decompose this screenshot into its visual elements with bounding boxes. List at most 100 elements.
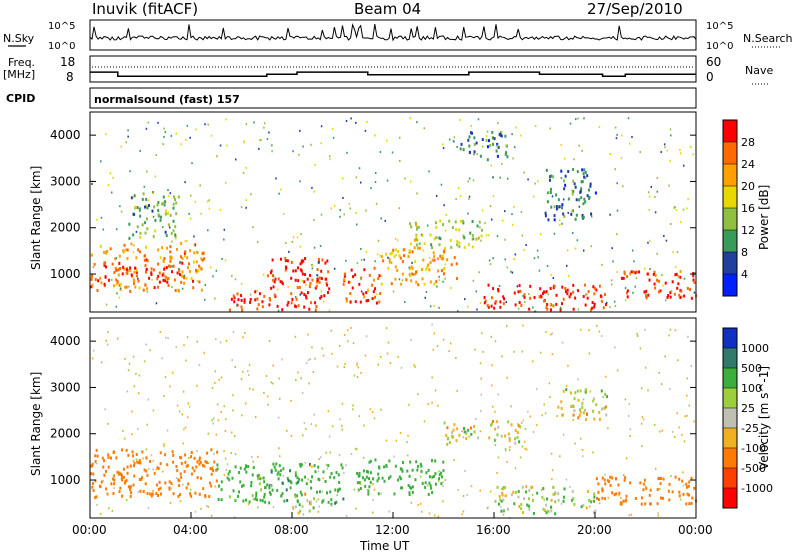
heatmap-cell [305, 362, 308, 365]
heatmap-cell [632, 291, 634, 294]
heatmap-cell [397, 478, 400, 482]
heatmap-cell [96, 288, 99, 292]
heatmap-cell [164, 200, 167, 204]
heatmap-cell [94, 454, 97, 458]
heatmap-cell [146, 423, 149, 426]
heatmap-cell [184, 181, 186, 184]
heatmap-cell [617, 483, 620, 487]
heatmap-cell [252, 498, 255, 501]
heatmap-cell [317, 498, 320, 501]
heatmap-cell [516, 435, 519, 439]
heatmap-cell [200, 476, 203, 480]
heatmap-cell [411, 267, 414, 271]
heatmap-cell [520, 502, 523, 506]
heatmap-cell [523, 248, 525, 251]
heatmap-cell [207, 432, 210, 435]
heatmap-cell [195, 465, 198, 469]
heatmap-cell [245, 166, 247, 169]
heatmap-cell [502, 513, 505, 516]
heatmap-cell [593, 302, 596, 306]
heatmap-cell [143, 185, 146, 188]
heatmap-cell [401, 279, 404, 282]
heatmap-cell [126, 256, 129, 260]
heatmap-cell [672, 251, 674, 254]
heatmap-cell [480, 393, 483, 396]
heatmap-cell [472, 279, 475, 282]
heatmap-cell [365, 250, 368, 253]
nave-tick-bottom: 0 [706, 70, 714, 84]
colorbar-swatch [723, 208, 737, 230]
heatmap-cell [240, 282, 243, 285]
heatmap-cell [325, 463, 328, 466]
heatmap-cell [623, 272, 626, 276]
heatmap-cell [562, 198, 565, 201]
heatmap-cell [479, 302, 482, 305]
heatmap-cell [368, 485, 371, 489]
heatmap-cell [444, 246, 447, 250]
heatmap-cell [96, 218, 98, 221]
heatmap-cell [129, 487, 132, 491]
heatmap-cell [490, 296, 493, 300]
heatmap-cell [415, 235, 418, 238]
heatmap-cell [183, 344, 185, 347]
heatmap-cell [645, 289, 648, 293]
heatmap-cell [102, 465, 105, 469]
heatmap-cell [242, 171, 245, 174]
heatmap-cell [128, 362, 131, 365]
heatmap-cell [428, 475, 431, 479]
heatmap-cell [365, 291, 368, 295]
heatmap-cell [524, 490, 527, 494]
heatmap-cell [394, 265, 397, 269]
heatmap-cell [114, 257, 117, 261]
cpid-value: normalsound (fast) 157 [94, 93, 240, 106]
heatmap-cell [169, 259, 172, 263]
heatmap-cell [499, 176, 501, 179]
heatmap-cell [433, 237, 436, 241]
heatmap-cell [514, 467, 517, 470]
heatmap-cell [552, 175, 555, 179]
heatmap-cell [436, 285, 438, 288]
heatmap-cell [481, 138, 484, 142]
heatmap-cell [615, 492, 618, 496]
heatmap-cell [173, 278, 176, 282]
heatmap-cell [342, 282, 345, 286]
heatmap-cell [506, 266, 509, 269]
heatmap-cell [513, 291, 516, 295]
heatmap-cell [145, 127, 148, 130]
heatmap-cell [337, 473, 340, 477]
heatmap-cell [377, 239, 380, 242]
heatmap-cell [602, 396, 604, 399]
heatmap-cell [168, 226, 171, 229]
heatmap-cell [417, 504, 419, 507]
heatmap-cell [504, 449, 507, 452]
heatmap-cell [532, 195, 535, 198]
heatmap-cell [682, 484, 685, 487]
heatmap-cell [305, 296, 308, 300]
heatmap-cell [671, 280, 674, 284]
heatmap-cell [529, 284, 532, 288]
heatmap-cell [653, 423, 656, 426]
heatmap-cell [580, 505, 583, 509]
heatmap-cell [365, 335, 368, 338]
heatmap-cell [208, 199, 211, 202]
heatmap-cell [468, 177, 471, 180]
heatmap-cell [119, 472, 122, 476]
heatmap-cell [499, 505, 502, 508]
heatmap-cell [345, 120, 348, 123]
heatmap-cell [313, 246, 316, 249]
heatmap-cell [300, 233, 302, 236]
heatmap-cell [143, 258, 146, 262]
heatmap-cell [543, 290, 546, 294]
heatmap-cell [587, 188, 590, 192]
heatmap-cell [300, 377, 302, 380]
heatmap-cell [682, 208, 685, 211]
heatmap-cell [679, 148, 681, 151]
heatmap-cell [389, 362, 392, 365]
heatmap-cell [268, 501, 271, 505]
heatmap-cell [271, 150, 273, 153]
heatmap-cell [565, 384, 568, 387]
heatmap-cell [611, 476, 614, 480]
heatmap-cell [194, 510, 197, 513]
heatmap-cell [583, 175, 586, 179]
